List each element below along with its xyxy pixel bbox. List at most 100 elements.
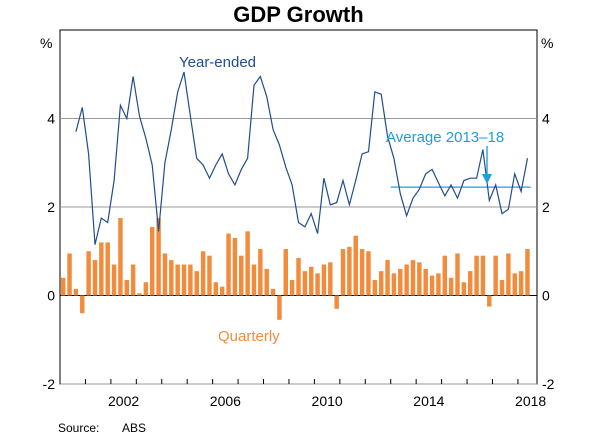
y-tick-label-right: -2 [542,376,555,392]
source-label: Source: [58,421,100,435]
quarterly-bar [461,282,467,296]
source-note: Source: ABS [58,421,146,435]
quarterly-bar [372,280,378,296]
quarterly-bar [328,262,333,296]
quarterly-bar [219,286,225,296]
source-value: ABS [122,421,147,435]
quarterly-bar [480,255,486,296]
quarterly-bar [499,280,505,296]
quarterly-bar [353,235,358,296]
x-tick-label: 2002 [108,393,139,409]
quarterly-bar [118,218,123,296]
quarterly-bar [436,273,441,296]
quarterly-bar [302,271,308,296]
quarterly-bar [80,295,85,314]
quarterly-bar [442,255,448,296]
quarterly-bar [207,255,212,296]
quarterly-bar [487,295,492,307]
quarterly-bar [359,249,365,296]
quarterly-bar [200,251,206,296]
quarterly-bar [251,264,257,296]
quarterly-bar [92,260,98,296]
y-tick-label-left: 0 [47,288,55,304]
average-arrowhead [482,174,492,184]
quarterly-bar [385,260,390,296]
quarterly-bar [156,218,161,296]
quarterly-bar [239,255,244,296]
quarterly-bar [264,268,269,296]
quarterly-bar [143,282,149,296]
y-tick-label-right: 4 [542,111,550,127]
quarterly-bar [455,253,460,296]
y-unit-left: % [40,35,52,51]
x-tick-label: 2014 [413,393,444,409]
quarterly-bar [340,249,346,296]
quarterly-bar [137,293,142,296]
quarterly-bar [283,249,289,296]
quarterly-bar [378,271,384,296]
average-label: Average 2013–18 [386,129,504,146]
y-tick-label-left: -2 [43,376,56,392]
quarterly-bar [73,288,79,296]
quarterly-bar [423,268,428,296]
x-tick-label: 2006 [210,393,241,409]
quarterly-bar [417,262,422,296]
quarterly-bar [105,242,110,296]
quarterly-bar [124,280,130,296]
y-tick-label-left: 4 [47,111,55,127]
quarterly-bar [315,273,320,296]
quarterly-bar [398,268,403,296]
year-ended-label: Year-ended [179,54,256,71]
quarterly-bar [258,249,263,296]
quarterly-bar [308,266,314,296]
y-tick-label-left: 2 [47,199,55,215]
quarterly-bar [245,231,250,296]
quarterly-bar [86,251,91,296]
x-axis-labels: 2002 2006 2010 2014 2018 [59,379,546,409]
gridlines [60,118,537,385]
quarterly-bar [296,257,301,296]
quarterly-bar [181,264,187,296]
x-tick-label: 2018 [515,393,546,409]
quarterly-bar [321,264,327,296]
quarterly-bar [149,226,155,296]
y-tick-label-right: 2 [542,199,550,215]
quarterly-bar [175,264,180,296]
quarterly-bar [130,264,136,296]
quarterly-bars [60,218,530,320]
quarterly-bar [512,273,517,296]
quarterly-bar [213,282,219,296]
quarterly-bar [493,255,498,296]
quarterly-bar [334,295,339,309]
quarterly-bar [111,264,117,296]
quarterly-bar [404,264,409,296]
quarterly-bar [289,280,295,296]
y-tick-label-right: 0 [542,288,550,304]
quarterly-bar [277,295,282,320]
y-axis-labels: -2 -2 0 0 2 2 4 4 [43,111,555,393]
quarterly-bar [67,253,72,296]
quarterly-bar [525,249,530,296]
y-unit-right: % [541,35,553,51]
quarterly-bar [467,271,473,296]
quarterly-label: Quarterly [218,328,280,345]
quarterly-bar [162,253,168,296]
quarterly-bar [366,251,371,296]
quarterly-bar [194,271,199,296]
quarterly-bar [60,277,66,296]
quarterly-bar [518,271,524,296]
quarterly-bar [232,237,238,296]
quarterly-bar [270,288,276,296]
x-tick-label: 2010 [312,393,343,409]
quarterly-bar [448,277,454,296]
quarterly-bar [429,275,435,296]
quarterly-bar [347,246,352,296]
quarterly-bar [506,253,511,296]
quarterly-bar [99,242,104,296]
quarterly-bar [188,264,193,296]
chart-title: GDP Growth [233,2,364,27]
quarterly-bar [410,260,416,296]
quarterly-bar [391,273,397,296]
quarterly-bar [169,260,174,296]
